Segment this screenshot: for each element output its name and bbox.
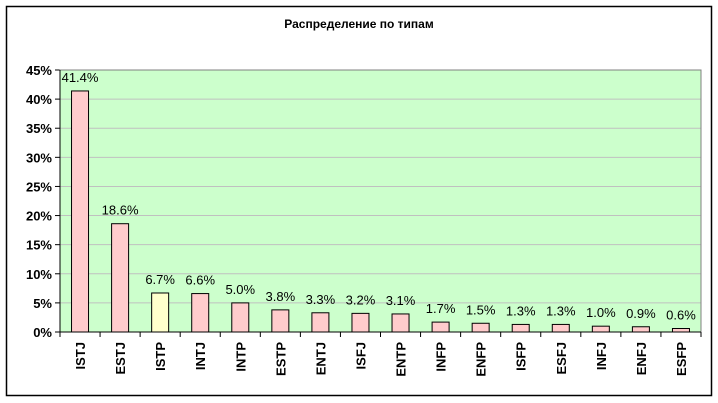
x-tick-label: ESFJ	[554, 342, 569, 375]
y-tick-label: 30%	[26, 150, 52, 165]
x-tick-label: ISTP	[153, 342, 168, 371]
x-tick-label: INTJ	[193, 342, 208, 370]
data-label: 1.3%	[546, 303, 576, 318]
bar-ESTP	[271, 309, 290, 333]
bar-ENTP	[391, 313, 410, 333]
bar-ENTJ	[311, 312, 330, 333]
y-tick-label: 45%	[26, 63, 52, 78]
y-tick-label: 5%	[33, 296, 52, 311]
y-tick-label: 10%	[26, 267, 52, 282]
x-tick-label: INTP	[233, 342, 248, 372]
data-label: 1.7%	[426, 301, 456, 316]
y-tick-label: 35%	[26, 121, 52, 136]
x-tick-label: ENTJ	[313, 342, 328, 375]
x-tick-label: ESTJ	[113, 342, 128, 375]
bar-INTJ	[191, 293, 210, 333]
bar-ENFJ	[631, 326, 650, 333]
bar-ESTJ	[111, 223, 130, 333]
data-label: 3.1%	[386, 293, 416, 308]
data-label: 3.3%	[306, 292, 336, 307]
data-label: 41.4%	[62, 70, 99, 85]
x-tick-label: ESFP	[674, 342, 689, 376]
bar-ISFJ	[351, 312, 370, 333]
y-tick-label: 40%	[26, 92, 52, 107]
bar-ISTP	[151, 292, 170, 333]
x-tick-label: INFJ	[594, 342, 609, 370]
x-tick-label: ISFJ	[353, 342, 368, 369]
bar-ESFP	[671, 328, 690, 333]
bar-ISFP	[511, 323, 530, 333]
bar-INFP	[431, 321, 450, 333]
data-label: 3.8%	[266, 289, 296, 304]
data-label: 1.0%	[586, 305, 616, 320]
data-label: 0.6%	[666, 308, 696, 323]
x-tick-label: ISFP	[514, 342, 529, 371]
y-tick-label: 0%	[33, 325, 52, 340]
y-tick-label: 15%	[26, 238, 52, 253]
x-tick-label: ENFJ	[634, 342, 649, 375]
x-tick-label: ENTP	[394, 342, 409, 377]
bar-ENFP	[471, 322, 490, 333]
data-label: 0.9%	[626, 306, 656, 321]
y-tick-label: 20%	[26, 209, 52, 224]
data-label: 1.3%	[506, 303, 536, 318]
plot-area	[60, 70, 701, 332]
x-tick-label: ENFP	[474, 342, 489, 377]
y-tick-label: 25%	[26, 179, 52, 194]
data-label: 5.0%	[225, 282, 255, 297]
data-label: 1.5%	[466, 302, 496, 317]
data-label: 6.6%	[185, 273, 215, 288]
data-label: 18.6%	[102, 203, 139, 218]
x-tick-label: ISTJ	[73, 342, 88, 369]
bar-INTP	[231, 302, 250, 333]
bar-INFJ	[591, 325, 610, 333]
data-label: 3.2%	[346, 292, 376, 307]
chart-title: Распределение по типам	[284, 17, 434, 31]
x-tick-label: ESTP	[273, 342, 288, 376]
data-label: 6.7%	[145, 272, 175, 287]
bar-ISTJ	[71, 90, 90, 333]
bar-ESFJ	[551, 323, 570, 333]
x-tick-label: INFP	[434, 342, 449, 372]
